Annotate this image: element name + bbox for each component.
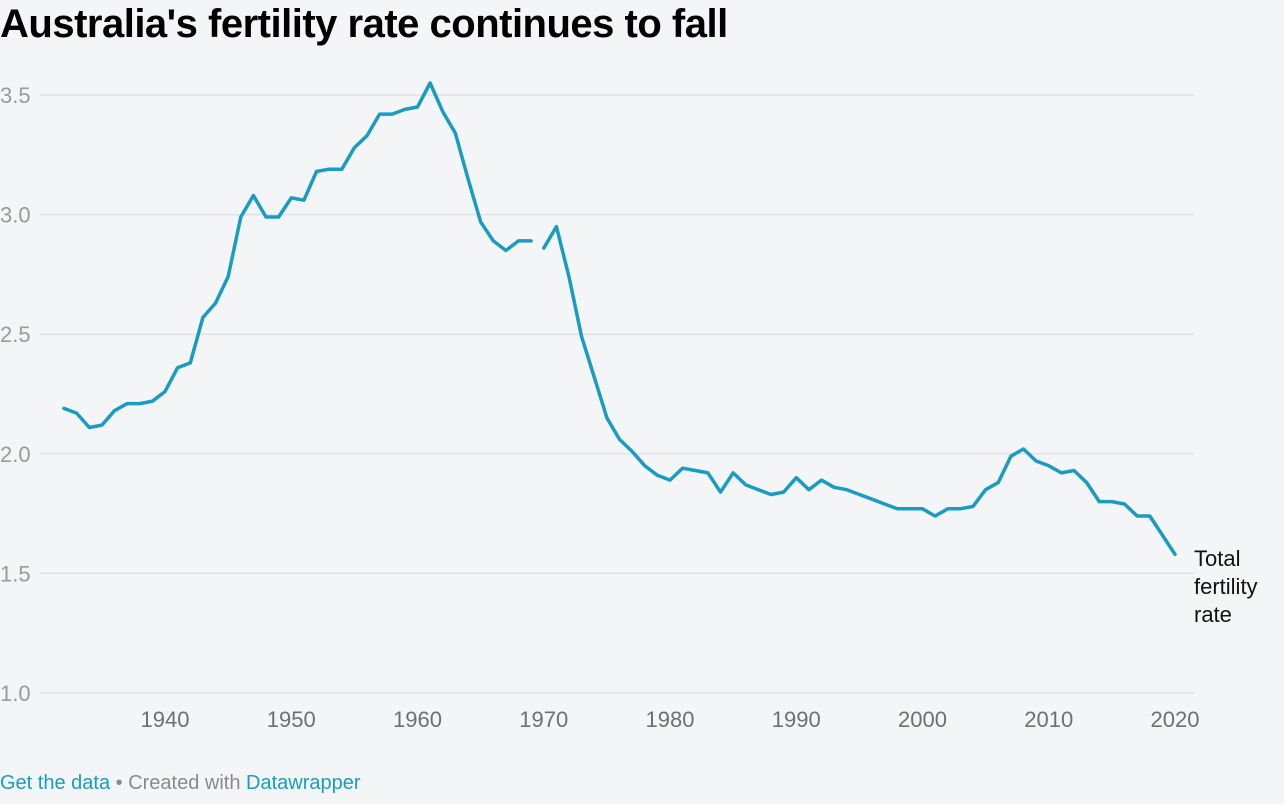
series-label-line: fertility xyxy=(1194,574,1258,599)
x-tick-label: 2020 xyxy=(1151,707,1200,732)
x-tick-label: 1970 xyxy=(519,707,568,732)
footer: Get the data • Created with Datawrapper xyxy=(0,772,361,795)
series-line-segment xyxy=(62,81,533,430)
y-tick-label: 3.0 xyxy=(0,203,31,228)
get-the-data-link[interactable]: Get the data xyxy=(0,772,111,794)
y-axis-ticks: 1.0 1.5 2.0 2.5 3.0 3.5 xyxy=(0,83,31,706)
series-label-line: rate xyxy=(1194,602,1232,627)
y-tick-label: 1.5 xyxy=(0,561,31,586)
x-tick-label: 1990 xyxy=(772,707,821,732)
series-lines xyxy=(62,81,1177,557)
y-tick-label: 1.0 xyxy=(0,681,31,706)
y-tick-label: 2.5 xyxy=(0,322,31,347)
x-tick-label: 2000 xyxy=(898,707,947,732)
series-label-line: Total xyxy=(1194,546,1240,571)
grid-lines xyxy=(40,94,1194,694)
x-tick-label: 1940 xyxy=(141,707,190,732)
x-tick-label: 2010 xyxy=(1024,707,1073,732)
y-tick-label: 3.5 xyxy=(0,83,31,108)
series-labels: Total fertility rate xyxy=(1194,546,1258,627)
footer-separator: • Created with xyxy=(110,772,247,794)
chart-title: Australia's fertility rate continues to … xyxy=(0,2,728,46)
datawrapper-link[interactable]: Datawrapper xyxy=(246,772,361,794)
series-line-segment xyxy=(542,224,1177,557)
x-axis-ticks: 1940 1950 1960 1970 1980 1990 2000 2010 2020 xyxy=(141,707,1200,732)
x-tick-label: 1950 xyxy=(267,707,316,732)
x-tick-label: 1960 xyxy=(393,707,442,732)
series-label: Total fertility rate xyxy=(1194,546,1258,627)
line-chart: 1.01.52.02.53.03.5 1940 1950 1960 1970 1980 1… xyxy=(0,81,1258,732)
x-tick-label: 1980 xyxy=(646,707,695,732)
y-tick-label: 2.0 xyxy=(0,442,31,467)
